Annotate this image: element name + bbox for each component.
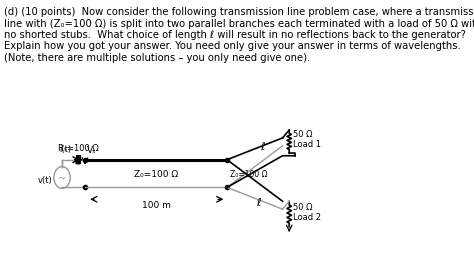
Text: (Note, there are multiple solutions – you only need give one).: (Note, there are multiple solutions – yo…	[4, 53, 310, 63]
Text: Vₛ: Vₛ	[86, 146, 96, 155]
Text: (d) (10 points)  Now consider the following transmission line problem case, wher: (d) (10 points) Now consider the followi…	[4, 7, 474, 17]
Text: 50 Ω: 50 Ω	[293, 130, 312, 139]
Text: ℓ: ℓ	[260, 142, 264, 152]
Text: Z₀=100 Ω: Z₀=100 Ω	[230, 170, 267, 179]
Text: v(t): v(t)	[38, 176, 53, 185]
Text: no shorted stubs.  What choice of length ℓ will result in no reflections back to: no shorted stubs. What choice of length …	[4, 30, 466, 40]
Text: 100 m: 100 m	[142, 201, 171, 210]
Text: 50 Ω: 50 Ω	[293, 203, 312, 212]
Text: ℓ: ℓ	[256, 198, 261, 208]
Text: Rₛ=100 Ω: Rₛ=100 Ω	[58, 144, 99, 153]
Text: i(t): i(t)	[59, 145, 71, 154]
Text: ~: ~	[58, 174, 66, 183]
Text: Z₀=100 Ω: Z₀=100 Ω	[134, 170, 178, 179]
Text: line with (Z₀=100 Ω) is split into two parallel branches each terminated with a : line with (Z₀=100 Ω) is split into two p…	[4, 19, 474, 29]
Text: Explain how you got your answer. You need only give your answer in terms of wave: Explain how you got your answer. You nee…	[4, 41, 461, 51]
Text: Load 1: Load 1	[293, 140, 321, 149]
Text: Load 2: Load 2	[293, 213, 321, 222]
